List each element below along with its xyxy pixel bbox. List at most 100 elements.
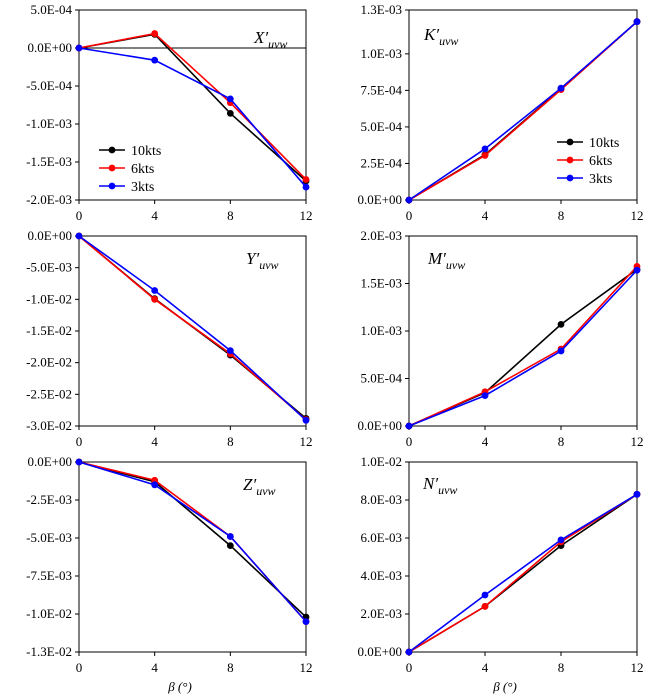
y-tick-label: 0.0E+00 [357, 644, 402, 659]
series-line-10kts [408, 268, 638, 427]
series-line-6kts [408, 265, 638, 427]
data-point-3kts [302, 183, 310, 191]
legend-marker-6kts [108, 164, 116, 172]
data-point-3kts [151, 287, 159, 294]
x-tick-label: 8 [227, 660, 234, 675]
x-tick-label: 4 [151, 208, 158, 223]
y-tick-label: 0.0E+00 [27, 228, 72, 243]
legend-marker-10kts [566, 138, 574, 146]
legend-label-10kts: 10kts [589, 136, 619, 151]
data-point-3kts [481, 392, 489, 399]
y-tick-label: 0.0E+00 [27, 40, 72, 55]
data-point-3kts [481, 591, 489, 599]
y-tick-label: -7.5E-03 [26, 568, 72, 583]
legend-label-10kts: 10kts [131, 144, 161, 159]
x-tick-label: 8 [227, 208, 234, 223]
data-point-3kts [226, 95, 234, 103]
data-point-6kts [151, 295, 159, 303]
panel-title: X′uvw [253, 28, 287, 51]
x-tick-label: 8 [227, 434, 234, 449]
x-tick-label: 0 [406, 208, 413, 223]
x-tick-label: 4 [482, 434, 489, 449]
legend-marker-3kts [566, 174, 574, 182]
panel-title: Y′uvw [246, 249, 279, 272]
series-line-3kts [408, 493, 638, 653]
y-tick-label: 2.0E-03 [360, 606, 402, 621]
data-point-10kts [226, 109, 234, 117]
data-point-3kts [481, 145, 489, 153]
data-point-3kts [151, 56, 159, 64]
y-tick-label: 8.0E-03 [360, 492, 402, 507]
y-tick-label: 1.0E-03 [360, 46, 402, 61]
x-tick-label: 4 [151, 660, 158, 675]
data-point-3kts [405, 422, 413, 430]
x-tick-label: 0 [76, 208, 83, 223]
data-point-3kts [302, 416, 310, 424]
legend-label-6kts: 6kts [131, 162, 154, 177]
data-point-3kts [557, 536, 565, 544]
panel-title: Z′uvw [243, 475, 276, 498]
legend-label-6kts: 6kts [589, 154, 612, 169]
y-tick-label: -1.0E-03 [26, 116, 72, 131]
y-tick-label: -5.0E-04 [26, 78, 72, 93]
y-tick-label: -2.0E-02 [26, 355, 72, 370]
series-line-6kts [408, 493, 638, 653]
data-point-3kts [405, 648, 413, 656]
series-line-10kts [78, 33, 307, 182]
y-tick-label: -5.0E-03 [26, 260, 72, 275]
legend-marker-6kts [566, 156, 574, 164]
y-tick-label: 7.5E-04 [360, 82, 402, 97]
y-tick-label: 5.0E-04 [360, 371, 402, 386]
y-tick-label: 0.0E+00 [357, 192, 402, 207]
x-tick-label: 12 [631, 434, 644, 449]
y-tick-label: -5.0E-03 [26, 530, 72, 545]
y-tick-label: 0.0E+00 [27, 454, 72, 469]
y-tick-label: -1.0E-02 [26, 606, 72, 621]
x-tick-label: 0 [76, 660, 83, 675]
data-point-3kts [633, 18, 641, 26]
data-point-6kts [151, 30, 159, 37]
data-point-3kts [75, 44, 83, 52]
y-tick-label: 2.5E-04 [360, 155, 402, 170]
y-tick-label: 1.0E-02 [360, 454, 402, 469]
series-line-3kts [78, 235, 307, 421]
data-point-3kts [226, 347, 234, 355]
series-line-6kts [78, 32, 307, 181]
series-line-3kts [78, 461, 307, 623]
y-tick-label: 0.0E+00 [357, 418, 402, 433]
y-tick-label: -3.0E-02 [26, 418, 72, 433]
y-tick-label: 1.0E-03 [360, 323, 402, 338]
y-tick-label: 1.5E-03 [360, 276, 402, 291]
x-tick-label: 4 [482, 208, 489, 223]
data-point-3kts [302, 618, 310, 625]
data-point-6kts [302, 176, 310, 183]
series-line-3kts [408, 269, 638, 427]
y-tick-label: -1.3E-02 [26, 644, 72, 659]
series-line-3kts [408, 21, 638, 201]
x-tick-label: 8 [558, 208, 565, 223]
y-tick-label: -1.5E-03 [26, 154, 72, 169]
plot-frame-1 [408, 9, 638, 201]
panel-title: K′uvw [423, 25, 458, 48]
data-point-3kts [633, 266, 641, 274]
x-tick-label: 0 [406, 660, 413, 675]
series-line-3kts [78, 47, 307, 188]
y-tick-label: -1.0E-02 [26, 291, 72, 306]
data-point-3kts [633, 490, 641, 498]
y-tick-label: -2.5E-02 [26, 386, 72, 401]
data-point-3kts [226, 533, 234, 540]
data-point-6kts [481, 603, 489, 610]
plot-frame-0 [78, 9, 307, 201]
x-axis-label: β (°) [492, 679, 517, 694]
x-tick-label: 4 [151, 434, 158, 449]
x-tick-label: 12 [300, 434, 313, 449]
panel-title: M′uvw [427, 249, 465, 272]
y-tick-label: 5.0E-04 [30, 2, 72, 17]
data-point-3kts [75, 232, 83, 240]
data-point-3kts [557, 347, 565, 355]
x-tick-label: 4 [482, 660, 489, 675]
y-tick-label: 4.0E-03 [360, 568, 402, 583]
legend-marker-3kts [108, 182, 116, 190]
data-point-3kts [151, 481, 159, 489]
x-tick-label: 8 [558, 660, 565, 675]
